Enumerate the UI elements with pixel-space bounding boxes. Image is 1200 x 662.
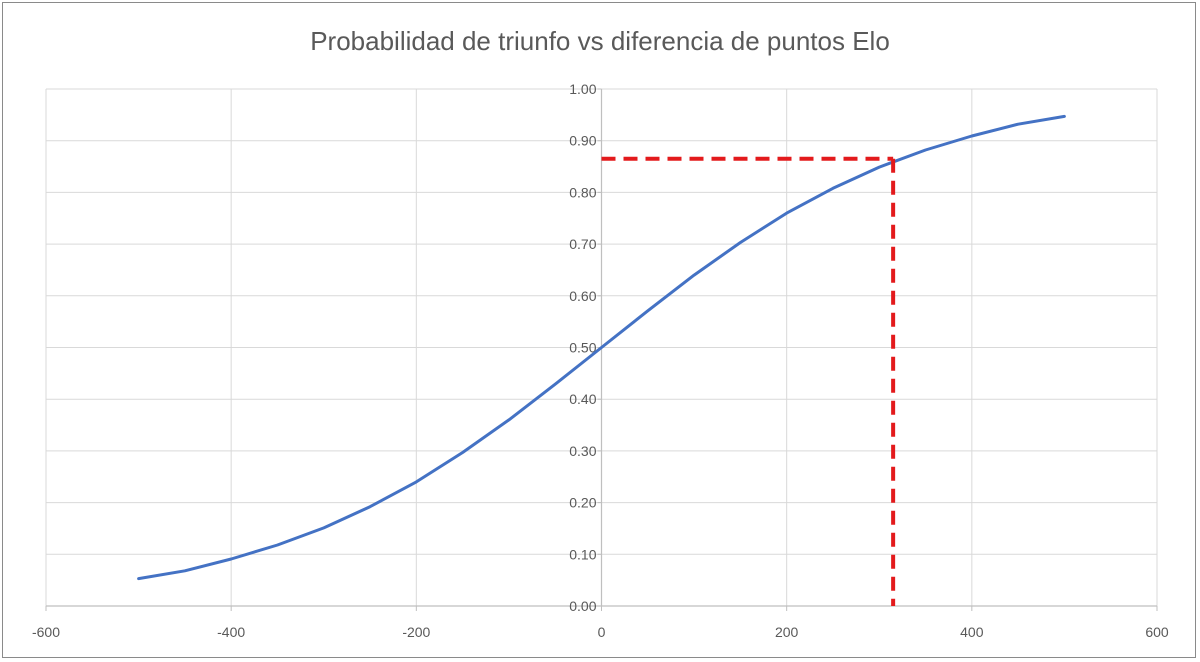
y-tick-labels: 0.00 0.10 0.20 0.30 0.40 0.50 0.60 0.70 0.80 0.90… — [569, 81, 596, 614]
y-tick-label: 0.30 — [569, 443, 596, 459]
y-tick-label: 0.00 — [569, 598, 596, 614]
series-line — [137, 114, 1066, 581]
y-tick-label: 0.90 — [569, 133, 596, 149]
y-tick-label: 0.80 — [569, 184, 596, 200]
y-tick-label: 0.50 — [569, 340, 596, 356]
x-tick-label: 200 — [775, 624, 799, 640]
y-tick-label: 0.40 — [569, 391, 596, 407]
y-tick-label: 0.70 — [569, 236, 596, 252]
annotation-layer — [601, 156, 896, 606]
y-tick-label: 0.20 — [569, 495, 596, 511]
y-tick-label: 1.00 — [569, 81, 596, 97]
x-tick-label: 400 — [960, 624, 984, 640]
series-layer — [137, 114, 1066, 581]
y-tick-label: 0.60 — [569, 288, 596, 304]
y-tick-label: 0.10 — [569, 546, 596, 562]
chart-title: Probabilidad de triunfo vs diferencia de… — [310, 26, 890, 56]
x-tick-label: 0 — [598, 624, 606, 640]
x-tick-label: -600 — [32, 624, 60, 640]
x-tick-labels: -600 -400 -200 0 200 400 600 — [32, 624, 1169, 640]
x-tick-label: 600 — [1145, 624, 1169, 640]
x-tick-label: -200 — [402, 624, 430, 640]
axes — [45, 88, 1158, 611]
x-tick-label: -400 — [217, 624, 245, 640]
